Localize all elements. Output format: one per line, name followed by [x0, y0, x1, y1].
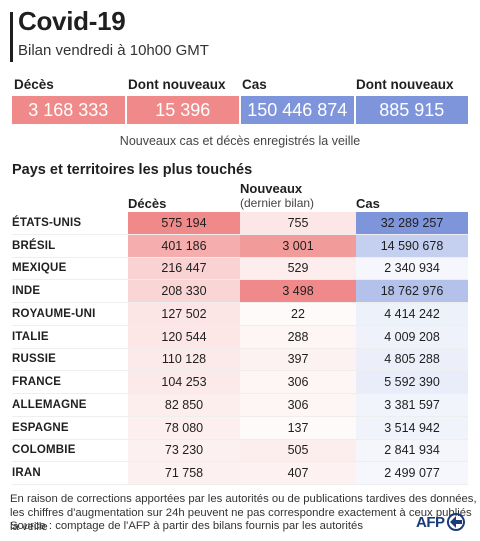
deaths-cell: 575 194	[128, 212, 240, 234]
table-row: INDE 208 330 3 498 18 762 976	[12, 280, 468, 303]
deaths-cell: 120 544	[128, 325, 240, 348]
afp-logo: AFP	[416, 512, 466, 532]
deaths-cell: 110 128	[128, 348, 240, 371]
new-deaths-cell: 306	[240, 371, 356, 393]
deaths-cell: 216 447	[128, 257, 240, 280]
cases-cell: 4 009 208	[356, 325, 468, 348]
cases-cell: 5 592 390	[356, 371, 468, 393]
footnote-line-1: En raison de corrections apportées par l…	[10, 493, 477, 505]
col-header-cases: Cas	[356, 196, 380, 211]
new-deaths-cell: 397	[240, 348, 356, 371]
cases-cell: 2 340 934	[356, 257, 468, 280]
page-subtitle: Bilan vendredi à 10h00 GMT	[18, 42, 209, 59]
new-deaths-cell: 505	[240, 439, 356, 462]
table-row: RUSSIE 110 128 397 4 805 288	[12, 348, 468, 372]
country-name: ROYAUME-UNI	[12, 307, 96, 320]
summary-label-cases: Cas	[242, 77, 267, 92]
table-row: FRANCE 104 253 306 5 592 390	[12, 371, 468, 394]
country-name: ALLEMAGNE	[12, 398, 87, 411]
header: Covid-19 Bilan vendredi à 10h00 GMT	[0, 0, 480, 80]
cases-cell: 2 841 934	[356, 439, 468, 462]
new-deaths-cell: 529	[240, 257, 356, 280]
table-row: ITALIE 120 544 288 4 009 208	[12, 325, 468, 349]
summary-label-deaths: Décès	[14, 77, 54, 92]
cases-cell: 3 381 597	[356, 394, 468, 416]
deaths-cell: 71 758	[128, 462, 240, 484]
new-deaths-cell: 3 498	[240, 280, 356, 302]
col-header-deaths: Décès	[128, 196, 167, 211]
new-deaths-cell: 3 001	[240, 234, 356, 257]
deaths-cell: 401 186	[128, 234, 240, 257]
new-deaths-cell: 137	[240, 416, 356, 439]
country-name: ITALIE	[12, 330, 49, 343]
summary-label-new-deaths: Dont nouveaux	[128, 77, 226, 92]
new-deaths-cell: 306	[240, 394, 356, 416]
summary-boxes: 3 168 333 15 396 150 446 874 885 915	[12, 96, 468, 124]
country-name: ESPAGNE	[12, 421, 69, 434]
cases-cell: 4 414 242	[356, 303, 468, 325]
summary-labels: Décès Dont nouveaux Cas Dont nouveaux	[12, 77, 468, 95]
summary-value-deaths: 3 168 333	[12, 96, 125, 124]
title-accent-bar	[10, 12, 13, 62]
table-row: MEXIQUE 216 447 529 2 340 934	[12, 257, 468, 281]
country-name: MEXIQUE	[12, 262, 67, 275]
cases-cell: 2 499 077	[356, 462, 468, 484]
page-title: Covid-19	[18, 6, 126, 36]
deaths-cell: 82 850	[128, 394, 240, 416]
countries-table: ÉTATS-UNIS 575 194 755 32 289 257 BRÉSIL 401 …	[12, 212, 468, 485]
new-deaths-cell: 22	[240, 303, 356, 325]
country-name: RUSSIE	[12, 353, 57, 366]
new-deaths-cell: 407	[240, 462, 356, 484]
table-title: Pays et territoires les plus touchés	[12, 162, 253, 178]
new-deaths-cell: 288	[240, 325, 356, 348]
summary-value-new-cases: 885 915	[355, 96, 468, 124]
deaths-cell: 127 502	[128, 303, 240, 325]
cases-cell: 4 805 288	[356, 348, 468, 371]
cases-cell: 18 762 976	[356, 280, 468, 302]
table-row: ESPAGNE 78 080 137 3 514 942	[12, 416, 468, 440]
deaths-cell: 208 330	[128, 280, 240, 302]
table-row: IRAN 71 758 407 2 499 077	[12, 462, 468, 485]
footnote-line-2: les chiffres d'augmentation sur 24h peuv…	[10, 507, 472, 533]
source-note: Source : comptage de l'AFP à partir des …	[10, 520, 363, 532]
table-row: ÉTATS-UNIS 575 194 755 32 289 257	[12, 212, 468, 235]
new-deaths-cell: 755	[240, 212, 356, 234]
table-row: ALLEMAGNE 82 850 306 3 381 597	[12, 394, 468, 417]
deaths-cell: 73 230	[128, 439, 240, 462]
deaths-cell: 78 080	[128, 416, 240, 439]
col-header-new: Nouveaux	[240, 181, 303, 196]
col-header-new-sub: (dernier bilan)	[240, 196, 315, 210]
afp-logo-icon	[446, 513, 465, 531]
summary-value-cases: 150 446 874	[241, 96, 354, 124]
cases-cell: 3 514 942	[356, 416, 468, 439]
country-name: BRÉSIL	[12, 239, 56, 252]
deaths-cell: 104 253	[128, 371, 240, 393]
table-row: ROYAUME-UNI 127 502 22 4 414 242	[12, 303, 468, 326]
table-row: COLOMBIE 73 230 505 2 841 934	[12, 439, 468, 463]
country-name: ÉTATS-UNIS	[12, 216, 82, 229]
cases-cell: 14 590 678	[356, 234, 468, 257]
country-name: COLOMBIE	[12, 444, 76, 457]
logo-text: AFP	[416, 513, 445, 531]
cases-cell: 32 289 257	[356, 212, 468, 234]
country-name: FRANCE	[12, 376, 62, 389]
summary-note: Nouveaux cas et décès enregistrés la vei…	[119, 134, 361, 148]
table-row: BRÉSIL 401 186 3 001 14 590 678	[12, 234, 468, 258]
country-name: INDE	[12, 285, 41, 298]
country-name: IRAN	[12, 467, 41, 480]
summary-label-new-cases: Dont nouveaux	[356, 77, 454, 92]
summary-value-new-deaths: 15 396	[126, 96, 239, 124]
footnote: En raison de corrections apportées par l…	[10, 492, 480, 534]
